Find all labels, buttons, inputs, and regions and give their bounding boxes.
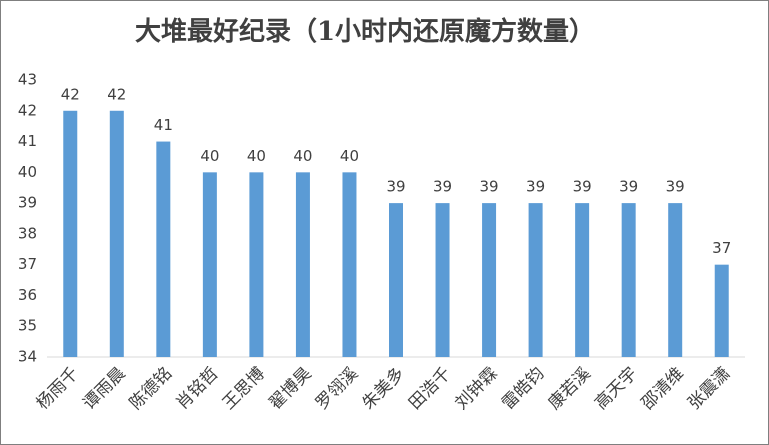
- data-label: 39: [619, 178, 638, 196]
- y-tick-label: 39: [18, 194, 37, 212]
- bar: [342, 172, 357, 357]
- data-label: 39: [526, 178, 545, 196]
- y-tick-label: 36: [18, 286, 37, 304]
- data-label: 40: [340, 147, 359, 165]
- bar: [63, 110, 78, 358]
- y-tick-label: 40: [18, 163, 37, 181]
- bar: [295, 172, 310, 357]
- y-tick-label: 38: [18, 224, 37, 242]
- y-tick-label: 41: [18, 132, 37, 150]
- data-label: 39: [433, 178, 452, 196]
- bar: [668, 203, 683, 357]
- y-tick-label: 37: [18, 255, 37, 273]
- y-tick-label: 35: [18, 317, 37, 335]
- data-label: 39: [573, 178, 592, 196]
- data-label: 40: [293, 147, 312, 165]
- chart-title: 大堆最好纪录（1小时内还原魔方数量）: [135, 16, 595, 47]
- data-label: 39: [480, 178, 499, 196]
- bar: [482, 203, 497, 357]
- data-label: 39: [666, 178, 685, 196]
- y-tick-label: 42: [18, 101, 37, 119]
- bar: [109, 110, 124, 358]
- data-label: 42: [107, 85, 126, 103]
- data-label: 40: [200, 147, 219, 165]
- bar: [202, 172, 217, 357]
- bar: [528, 203, 543, 357]
- bar: [156, 141, 171, 357]
- bar: [249, 172, 264, 357]
- bar: [714, 264, 729, 357]
- bar: [575, 203, 590, 357]
- bar: [621, 203, 636, 357]
- bar: [389, 203, 403, 357]
- data-label: 42: [61, 85, 80, 103]
- bar: [435, 203, 450, 357]
- data-label: 41: [154, 116, 173, 134]
- y-tick-label: 43: [18, 71, 37, 89]
- data-label: 37: [712, 239, 731, 257]
- data-label: 40: [247, 147, 266, 165]
- y-tick-label: 34: [18, 348, 37, 366]
- data-label: 39: [386, 178, 405, 196]
